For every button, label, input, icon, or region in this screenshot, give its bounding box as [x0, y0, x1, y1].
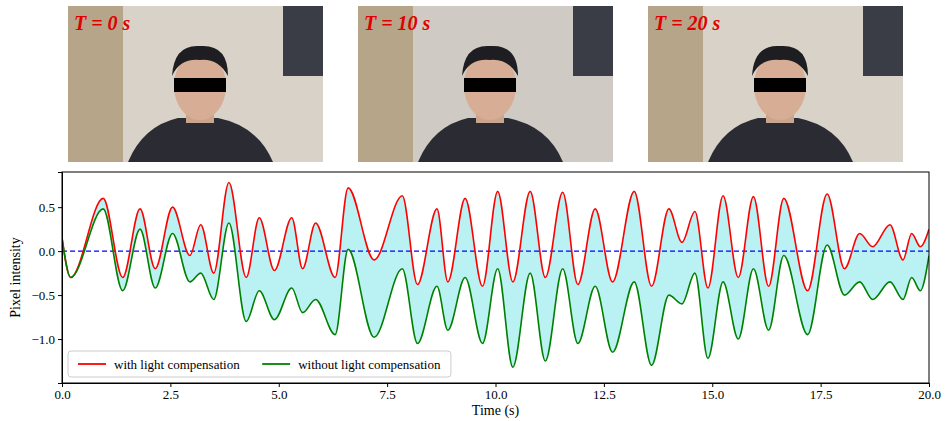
photo-shoulders	[708, 118, 853, 162]
legend: with light compensation without light com…	[68, 351, 451, 377]
x-tick-label: 20.0	[918, 387, 941, 402]
photo-hair	[172, 46, 228, 76]
photo-hair	[462, 46, 518, 76]
fill-between	[62, 183, 929, 368]
x-axis: 0.0 2.5 5.0 7.5 10.0 12.5 15.0 17.5 20.0	[54, 383, 941, 402]
y-tick: −0.5	[31, 288, 62, 303]
photo-panel: T = 0 s	[68, 6, 323, 162]
x-tick-label: 2.5	[163, 387, 179, 402]
photo-coat	[863, 6, 903, 76]
y-axis: −1.0 −0.5 0.0 0.5	[31, 173, 62, 384]
plot-background	[62, 172, 929, 383]
x-tick-label: 17.5	[810, 387, 833, 402]
x-tick-label: 10.0	[485, 387, 508, 402]
y-tick-label: 0.0	[39, 244, 55, 259]
x-axis-title: Time (s)	[472, 403, 520, 419]
photo-eye-bar	[174, 78, 226, 92]
photo-shoulders	[128, 118, 273, 162]
photo-panel: T = 20 s	[648, 6, 903, 162]
x-tick: 2.5	[163, 383, 179, 402]
photo-eye-bar	[464, 78, 516, 92]
photo-eye-bar	[754, 78, 806, 92]
x-tick: 12.5	[593, 383, 616, 402]
legend-swatch	[78, 363, 106, 365]
photo-hair	[752, 46, 808, 76]
legend-label: with light compensation	[114, 357, 240, 372]
x-tick-label: 0.0	[54, 387, 70, 402]
x-tick: 17.5	[810, 383, 833, 402]
y-axis-title: Pixel intensity	[8, 237, 23, 318]
x-tick: 5.0	[271, 383, 287, 402]
x-tick: 7.5	[380, 383, 396, 402]
y-tick: 0.0	[39, 244, 62, 259]
y-tick-label: −0.5	[31, 288, 55, 303]
photo-panel: T = 10 s	[358, 6, 613, 162]
y-tick-mark	[58, 251, 62, 252]
x-tick-label: 5.0	[271, 387, 287, 402]
x-tick-label: 12.5	[593, 387, 616, 402]
photo-background	[648, 6, 903, 162]
legend-label: without light compensation	[298, 357, 441, 372]
photo-shoulders	[418, 118, 563, 162]
plot-area	[62, 183, 929, 368]
photo-background	[68, 6, 323, 162]
x-tick: 20.0	[918, 383, 941, 402]
figure: T = 0 s T = 10 s T = 20 s 0.0 2.5 5.0 7.5 10.0 1…	[0, 0, 946, 421]
y-tick-label: −1.0	[31, 332, 55, 347]
y-tick-mark	[58, 295, 62, 296]
y-tick: −1.0	[31, 332, 62, 347]
photo-label: T = 10 s	[364, 12, 431, 34]
x-tick: 15.0	[701, 383, 724, 402]
y-tick-mark	[58, 339, 62, 340]
series-line	[62, 209, 929, 367]
photo-coat	[283, 6, 323, 76]
y-tick: 0.5	[39, 200, 62, 215]
x-tick-label: 15.0	[701, 387, 724, 402]
photo-label: T = 20 s	[654, 12, 721, 34]
x-tick-label: 7.5	[380, 387, 396, 402]
legend-box	[68, 351, 451, 377]
photo-coat	[573, 6, 613, 76]
legend-swatch	[262, 363, 290, 365]
x-tick: 10.0	[485, 383, 508, 402]
photo-label: T = 0 s	[74, 12, 131, 34]
x-tick: 0.0	[54, 383, 70, 402]
photo-background	[358, 6, 613, 162]
y-tick-label: 0.5	[39, 200, 55, 215]
plot-frame	[62, 172, 929, 383]
y-tick-mark	[58, 207, 62, 208]
